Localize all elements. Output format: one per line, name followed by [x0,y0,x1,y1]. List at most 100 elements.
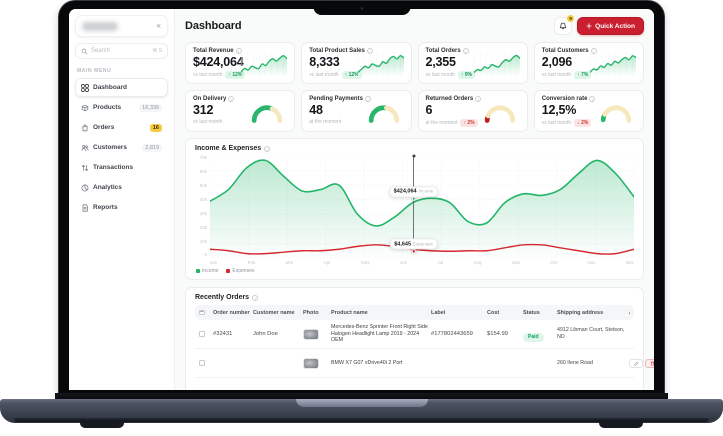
bell-icon [559,22,567,30]
main-content: Dashboard 9 Quick Action Total Revenue i … [175,9,654,390]
stat-card-value: 8,333 [309,55,340,69]
sidebar-item-label: Dashboard [93,84,127,91]
status-badge: Paid [523,332,544,342]
column-header-cost: Cost [487,309,500,316]
chart-legend: Income Expenses [196,268,634,274]
gauge-card-value: 312 [193,103,214,117]
order-cost: $154.99 [487,331,508,337]
reports-icon [81,203,89,212]
legend-item-income: Income [196,268,218,274]
sidebar-item-badge: 16,339 [139,103,162,112]
legend-label: Expenses [232,268,255,274]
quick-action-button[interactable]: Quick Action [577,17,644,35]
row-checkbox[interactable] [199,331,205,337]
gauge-card-pending-payments: Pending Payments i 48 at the moment [301,90,412,132]
info-icon: i [462,48,469,54]
chart-title: Income & Expenses [195,145,262,152]
info-icon: i [228,96,235,102]
laptop-screen: « Search ⌘ S MAIN MENU Dashboard Products… [58,0,665,397]
legend-item-expenses: Expenses [226,268,254,274]
y-tick-label: 10k [199,238,207,244]
notifications-button[interactable]: 9 [554,15,575,35]
customer-name: John Doe [253,331,278,337]
analytics-icon [81,184,89,192]
gauge-card-returned-orders: Returned Orders i 6 at the moment ↑ 2% [417,90,528,132]
info-icon: i [264,145,271,152]
info-icon: i [475,96,482,102]
x-tick-label: Aug [473,260,482,265]
stat-card-title: Total Customers [541,48,589,54]
income-expenses-card: Income & Expenses i 70k 60k 50k 40k 30k 20k 10… [185,138,644,280]
sidebar-item-label: Customers [93,144,127,151]
expenses-point [411,249,416,254]
gauge-card-value: 48 [309,103,323,117]
sidebar-item-transactions[interactable]: Transactions [75,158,168,177]
edit-button[interactable] [629,358,643,368]
income-tooltip-value: $424,064 [393,188,417,195]
legend-label: Income [202,268,219,274]
search-placeholder: Search [91,48,111,54]
stat-card-value: 2,096 [541,55,573,69]
chart-body: 70k 60k 50k 40k 30k 20k 10k 0 $424,064 Income [195,154,634,258]
stat-card-caption: vs last month [309,72,339,78]
product-name: BMW X7 G07 xDrive40i 2 Port [331,359,403,366]
delta-badge: ↓ 2% [574,119,592,127]
y-tick-label: 60k [199,168,207,174]
y-tick-label: 20k [199,224,207,230]
order-row-2: BMW X7 G07 xDrive40i 2 Port 260 Ilene Ro… [195,349,654,378]
sidebar-item-badge: 2,819 [142,143,162,152]
gauge-card-title: On Delivery [193,96,227,102]
gauge-chart [481,101,519,123]
quick-action-label: Quick Action [595,22,635,30]
column-header-actions: Actions [629,310,630,316]
shipping-address: 4912 Libman Court, Stetson, ND [557,327,625,340]
product-label: #177802443659 [431,331,473,337]
menu-section-label: MAIN MENU [77,68,112,74]
sparkline-chart [241,52,288,76]
header-actions: 9 Quick Action [554,15,644,35]
expenses-tooltip: $4,645 Expenses [389,238,438,250]
row-checkbox[interactable] [199,360,205,366]
select-all-checkbox[interactable]: – [199,309,205,316]
sidebar-item-label: Transactions [93,164,134,171]
table-title-row: Recently Orders i [195,294,634,301]
gauge-card-value: 6 [425,103,433,117]
income-point [411,196,416,202]
sidebar-item-analytics[interactable]: Analytics [75,178,168,197]
sidebar-collapse-button[interactable]: « [156,21,161,30]
expenses-tooltip-value: $4,645 [394,241,412,248]
delta-badge: ↑ 7% [574,71,592,79]
sidebar-item-dashboard[interactable]: Dashboard [75,78,168,97]
gauge-card-caption: at the moment [309,119,342,125]
search-input[interactable]: Search ⌘ S [75,43,168,59]
y-tick-label: 50k [199,182,207,188]
sidebar-item-products[interactable]: Products 16,339 [75,98,168,117]
stat-card-value: 2,355 [425,55,456,69]
order-status: Paid [523,325,555,343]
transactions-icon [81,164,89,172]
stat-card-caption: vs last month [541,72,572,78]
stat-card-caption: vs last month [193,72,223,78]
sidebar-item-reports[interactable]: Reports [75,198,168,217]
gauge-card-conversion-rate: Conversion rate i 12,5% vs last month ↓ 2% [533,90,644,132]
chart-crosshair[interactable] [413,156,415,252]
crosshair-handle[interactable] [412,154,416,158]
x-tick-label: Nov [587,260,596,265]
x-tick-label: Apr [323,260,331,265]
x-tick-label: Oct [550,260,558,265]
x-tick-label: Jul [437,260,444,265]
gauge-card-caption: vs last month [541,120,572,126]
delete-button[interactable] [645,358,654,368]
y-tick-label: 40k [199,196,207,202]
gauge-card-title: Returned Orders [425,96,474,102]
gauge-card-value: 12,5% [541,103,577,117]
legend-swatch [226,269,231,273]
box-icon [81,104,89,112]
stat-card-total-product-sales: Total Product Salesi 8,333 vs last month… [301,42,412,84]
camera-dot [360,7,363,10]
sidebar-item-orders[interactable]: Orders 16 [75,118,168,137]
product-photo [303,357,319,369]
sidebar-item-customers[interactable]: Customers 2,819 [75,138,168,157]
search-icon [81,48,88,55]
search-shortcut: ⌘ S [152,48,162,54]
